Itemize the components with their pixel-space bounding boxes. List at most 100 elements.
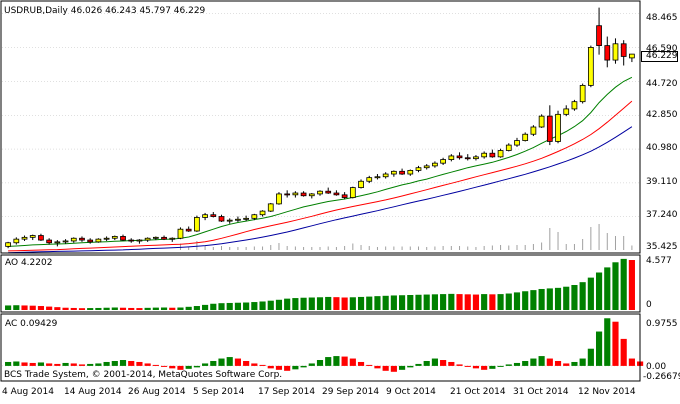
ac-bar bbox=[13, 361, 20, 366]
ao-bar bbox=[497, 294, 504, 310]
ac-bar bbox=[366, 364, 373, 366]
ac-bar bbox=[497, 365, 504, 367]
ao-bar bbox=[144, 307, 151, 310]
candle-body bbox=[251, 214, 258, 219]
ao-bar bbox=[308, 297, 315, 310]
ac-bar bbox=[382, 365, 389, 371]
ao-bar bbox=[399, 295, 406, 310]
ao-axis-label: 4.577 bbox=[646, 256, 672, 266]
ac-pane-frame bbox=[0, 313, 641, 382]
candles-layer bbox=[5, 7, 635, 249]
ao-bar bbox=[292, 298, 299, 310]
ao-bar bbox=[579, 282, 586, 310]
ao-bar bbox=[423, 294, 430, 310]
candle-body bbox=[103, 237, 110, 240]
ac-bar bbox=[243, 360, 250, 366]
ao-bar bbox=[152, 307, 159, 310]
ao-bar bbox=[431, 294, 438, 310]
ac-bar bbox=[226, 357, 233, 366]
ac-bar bbox=[505, 364, 512, 366]
ac-bar bbox=[407, 365, 414, 368]
date-axis-label: 21 Oct 2014 bbox=[450, 387, 506, 397]
candle-body bbox=[432, 162, 438, 167]
candle-body bbox=[218, 216, 225, 222]
ac-bar bbox=[103, 361, 110, 366]
ao-bar bbox=[407, 295, 414, 310]
ac-bar bbox=[456, 364, 463, 366]
date-axis-label: 9 Oct 2014 bbox=[386, 387, 436, 397]
ao-bar bbox=[103, 307, 110, 310]
date-axis-label: 4 Aug 2014 bbox=[2, 387, 54, 397]
candle-body bbox=[448, 155, 455, 160]
ao-bar bbox=[87, 308, 94, 310]
ac-bar bbox=[95, 363, 102, 366]
ac-bar bbox=[29, 362, 36, 366]
date-axis-label: 17 Sep 2014 bbox=[258, 387, 316, 397]
ac-bar bbox=[333, 356, 340, 366]
candle-body bbox=[87, 239, 94, 243]
ao-bar bbox=[415, 294, 422, 310]
candle-body bbox=[111, 236, 118, 239]
date-axis-label: 5 Sep 2014 bbox=[193, 387, 245, 397]
candle-body bbox=[497, 150, 504, 158]
candle-body bbox=[194, 217, 200, 232]
ac-bar bbox=[481, 365, 488, 370]
ac-bar bbox=[464, 365, 471, 367]
candle-body bbox=[620, 43, 627, 57]
ao-histogram bbox=[5, 258, 635, 310]
candle-body bbox=[514, 140, 520, 146]
ac-bar bbox=[399, 365, 406, 370]
ao-bar bbox=[366, 296, 373, 310]
ao-bar bbox=[538, 288, 545, 310]
candle-body bbox=[161, 236, 167, 240]
price-axis-label: 44.720 bbox=[646, 79, 678, 89]
candle-body bbox=[464, 157, 471, 160]
candle-body bbox=[366, 177, 373, 182]
candle-body bbox=[5, 242, 11, 247]
ac-axis-label: 0.9755 bbox=[646, 319, 678, 329]
candle-body bbox=[456, 155, 463, 159]
price-axis-label: 35.425 bbox=[646, 242, 678, 252]
ac-title: AC 0.09429 bbox=[5, 319, 58, 329]
ac-bar bbox=[513, 362, 521, 366]
ac-bar bbox=[128, 360, 135, 366]
ac-axis-label: -0.26679 bbox=[643, 372, 680, 382]
ao-bar bbox=[505, 293, 512, 310]
ao-bar bbox=[193, 306, 200, 310]
ac-bar bbox=[325, 357, 332, 366]
ac-bar bbox=[275, 365, 283, 370]
ao-bar bbox=[46, 306, 53, 310]
ac-bar bbox=[87, 363, 94, 366]
ao-bar bbox=[111, 307, 118, 310]
ac-bar bbox=[136, 361, 143, 366]
candle-body bbox=[546, 115, 553, 142]
ac-bar bbox=[37, 362, 45, 366]
candle-body bbox=[169, 237, 176, 240]
ao-bar bbox=[29, 305, 36, 310]
ma-slow-line bbox=[8, 126, 633, 254]
ac-bar bbox=[628, 358, 635, 366]
candle-body bbox=[292, 192, 299, 196]
ac-bar bbox=[259, 364, 266, 366]
ac-bar bbox=[119, 360, 127, 366]
ao-bar bbox=[202, 304, 209, 310]
candle-body bbox=[95, 238, 102, 243]
ac-bar bbox=[54, 363, 61, 366]
ao-bar bbox=[571, 285, 578, 310]
candle-body bbox=[391, 170, 397, 175]
ao-bar bbox=[595, 272, 603, 310]
candle-body bbox=[341, 194, 348, 198]
ac-bar bbox=[160, 365, 168, 367]
candle-body bbox=[202, 214, 208, 218]
candle-body bbox=[629, 53, 635, 59]
ac-axis-label: 0.00 bbox=[646, 362, 667, 372]
ac-bar bbox=[202, 363, 209, 366]
ao-bar bbox=[628, 260, 635, 310]
candle-body bbox=[571, 101, 578, 110]
price-axis-label: 42.850 bbox=[646, 110, 678, 120]
ao-bar bbox=[21, 305, 28, 310]
candle-body bbox=[481, 152, 488, 158]
ac-bar bbox=[571, 361, 578, 366]
